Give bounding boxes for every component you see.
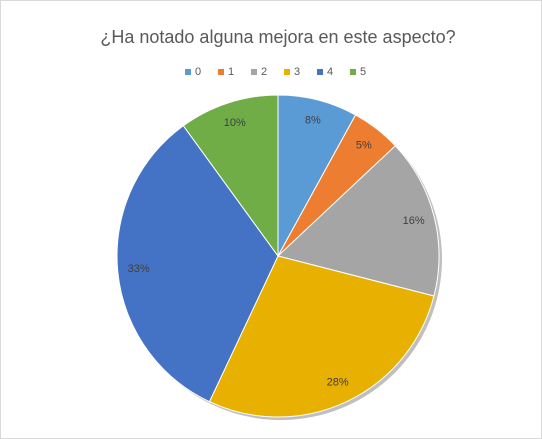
legend-label: 2 [261, 66, 267, 78]
chart-title: ¿Ha notado alguna mejora en este aspecto… [100, 27, 455, 47]
legend-swatch [185, 69, 191, 75]
data-label: 28% [327, 377, 349, 389]
legend-swatch [350, 69, 356, 75]
pie-slice [276, 145, 440, 297]
data-label: 16% [403, 215, 425, 227]
legend-label: 4 [327, 66, 333, 78]
data-label: 8% [305, 114, 321, 126]
legend-label: 1 [228, 66, 234, 78]
pie-slice [116, 125, 279, 403]
legend-label: 3 [294, 66, 300, 78]
legend-swatch [284, 69, 290, 75]
legend-swatch [218, 69, 224, 75]
data-label: 33% [128, 263, 150, 275]
legend-swatch [317, 69, 323, 75]
legend-label: 0 [195, 66, 201, 78]
pie-slice [182, 94, 279, 258]
pie-slice [208, 255, 435, 418]
data-label: 5% [356, 139, 372, 151]
legend-label: 5 [360, 66, 366, 78]
legend-swatch [251, 69, 257, 75]
data-label: 10% [224, 117, 246, 129]
